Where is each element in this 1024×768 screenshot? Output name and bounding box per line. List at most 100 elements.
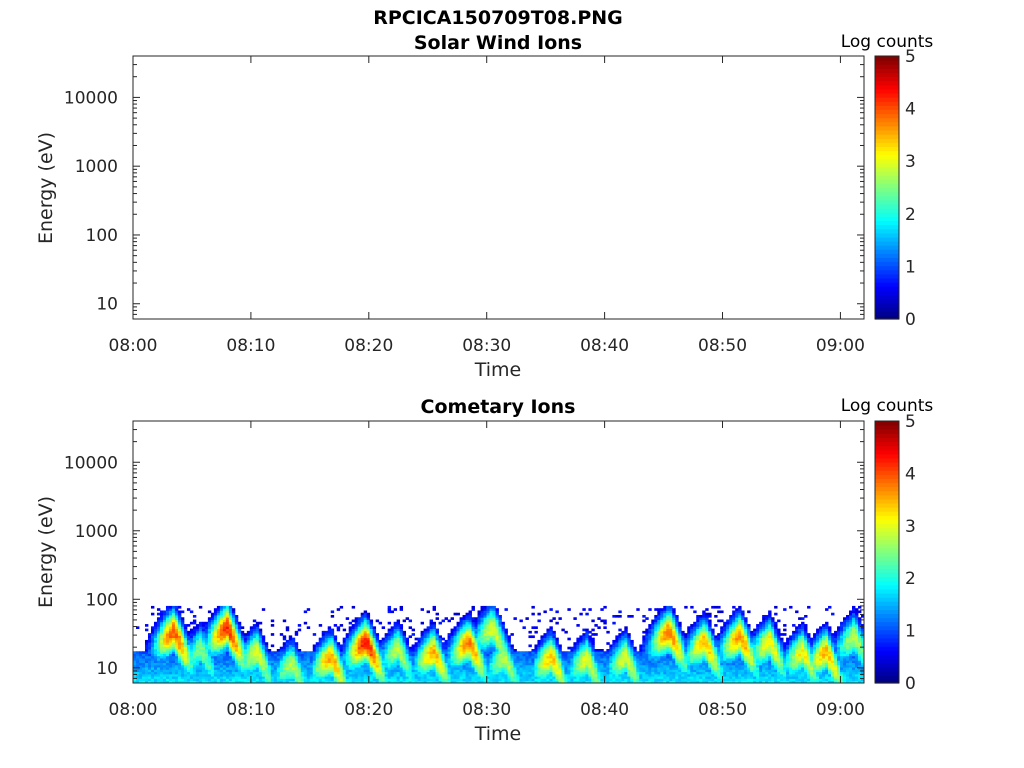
spectrogram-cell [243,635,248,639]
spectrogram-cell [684,635,688,639]
spectrogram-cell [681,642,685,645]
spectrogram-cell [165,658,170,661]
spectrogram-cell [441,642,445,645]
spectrogram-cell [354,664,359,668]
spectrogram-cell [360,628,365,632]
spectrogram-cell [327,646,332,650]
spectrogram-cell [477,624,481,627]
spectrogram-cell [417,658,422,661]
spectrogram-cell [216,667,221,670]
spectrogram-cell [468,614,472,618]
spectrogram-cell [582,651,586,654]
spectrogram-cell [450,673,454,677]
spectrogram-cell [192,673,197,677]
spectrogram-cell [429,671,433,675]
spectrogram-cell [372,676,377,679]
spectrogram-cell [447,639,451,643]
spectrogram-cell [366,639,371,643]
spectrogram-cell [537,639,541,643]
spectrogram-cell [390,653,395,657]
spectrogram-cell [402,653,407,657]
spectrogram-cell [459,673,463,677]
spectrogram-cell [462,646,466,650]
spectrogram-cell [582,680,586,684]
spectrogram-cell [492,658,496,661]
spectrogram-cell [408,680,413,684]
spectrogram-cell [462,633,466,636]
spectrogram-cell [234,630,239,634]
spectrogram-cell [594,673,598,677]
spectrogram-cell [540,658,544,661]
spectrogram-cell [261,646,266,650]
spectrogram-cell [621,655,625,659]
spectrogram-cell [252,628,257,632]
spectrogram-cell [330,637,335,641]
spectrogram-cell [672,633,676,636]
spectrogram-cell [660,658,664,661]
spectrogram-cell [345,667,350,670]
spectrogram-cell [384,658,389,661]
spectrogram-cell [390,658,395,661]
spectrogram-cell [570,669,574,673]
spectrogram-cell [333,680,338,684]
spectrogram-cell [552,680,556,684]
spectrogram-cell [450,676,454,679]
spectrogram-cell [255,621,260,625]
spectrogram-cell [687,653,691,657]
spectrogram-cell [417,667,422,670]
spectrogram-cell [486,635,490,639]
spectrogram-cell [612,667,616,670]
spectrogram-cell [684,660,688,663]
spectrogram-cell [585,651,589,654]
spectrogram-cell [402,664,407,668]
spectrogram-cell [405,653,410,657]
spectrogram-cell [159,644,164,648]
spectrogram-cell [537,648,541,652]
spectrogram-cell [516,669,520,673]
spectrogram-cell [306,669,311,673]
spectrogram-cell [150,660,155,663]
spectrogram-cell [360,660,365,663]
spectrogram-cell [348,646,353,650]
spectrogram-cell [579,673,583,677]
spectrogram-cell [492,608,496,611]
spectrogram-cell [318,669,323,673]
spectrogram-cell [441,619,445,623]
spectrogram-cell [426,642,430,645]
spectrogram-cell [177,626,182,629]
spectrogram-cell [558,651,562,654]
spectrogram-cell [399,608,404,611]
colorbar-segment [875,187,899,193]
spectrogram-cell [684,680,688,684]
spectrogram-cell [480,662,484,666]
spectrogram-cell [690,626,694,629]
spectrogram-cell [135,669,140,673]
spectrogram-cell [651,658,655,661]
spectrogram-cell [237,678,242,682]
spectrogram-cell [402,644,407,648]
spectrogram-cell [699,628,703,632]
spectrogram-cell [450,678,454,682]
spectrogram-cell [324,660,329,663]
spectrogram-cell [549,662,553,666]
spectrogram-cell [642,635,646,639]
spectrogram-cell [462,680,466,684]
spectrogram-cell [510,653,514,657]
spectrogram-cell [504,658,508,661]
spectrogram-cell [189,635,194,639]
spectrogram-cell [705,635,709,639]
spectrogram-cell [309,662,314,666]
spectrogram-cell [258,628,263,632]
spectrogram-cell [222,619,227,623]
spectrogram-cell [516,667,520,670]
spectrogram-cell [666,662,670,666]
spectrogram-cell [681,662,685,666]
spectrogram-cell [414,667,419,670]
spectrogram-cell [516,653,520,657]
spectrogram-cell [213,612,218,616]
spectrogram-cell [294,678,299,682]
spectrogram-cell [402,642,407,645]
spectrogram-cell [579,642,583,645]
spectrogram-cell [654,628,658,632]
spectrogram-cell [327,658,332,661]
